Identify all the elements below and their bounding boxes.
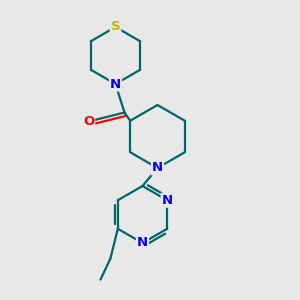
Text: N: N (162, 194, 173, 207)
Text: N: N (137, 236, 148, 250)
Text: N: N (110, 77, 121, 91)
Text: S: S (111, 20, 120, 34)
Text: O: O (83, 115, 94, 128)
Text: N: N (152, 161, 163, 175)
